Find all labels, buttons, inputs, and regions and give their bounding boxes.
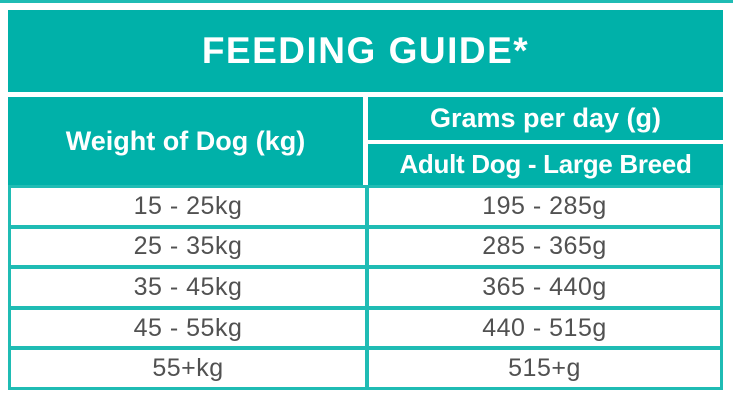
data-grid: 15 - 25kg 195 - 285g 25 - 35kg 285 - 365…: [8, 185, 723, 390]
grams-column-header-cell: Grams per day (g): [368, 97, 723, 140]
grams-cell: 515+g: [369, 350, 720, 387]
page-title: FEEDING GUIDE*: [201, 30, 530, 71]
title-banner: FEEDING GUIDE*: [8, 10, 723, 92]
weight-column-header-cell: Weight of Dog (kg): [8, 97, 363, 185]
grams-cell: 440 - 515g: [369, 309, 720, 347]
top-border-line: [0, 0, 733, 3]
weight-cell: 55+kg: [11, 350, 365, 387]
grams-cell: 195 - 285g: [369, 188, 720, 225]
grams-column-header-label: Grams per day (g): [429, 103, 662, 133]
grams-cell: 365 - 440g: [369, 269, 720, 306]
breed-subheader-label: Adult Dog - Large Breed: [399, 149, 692, 179]
grams-cell: 285 - 365g: [369, 228, 720, 266]
grams-column-header-group: Grams per day (g) Adult Dog - Large Bree…: [368, 97, 723, 185]
table-header: Weight of Dog (kg) Grams per day (g) Adu…: [8, 97, 723, 185]
weight-cell: 15 - 25kg: [11, 188, 365, 225]
weight-cell: 25 - 35kg: [11, 228, 365, 266]
breed-subheader-cell: Adult Dog - Large Breed: [368, 144, 723, 185]
weight-cell: 35 - 45kg: [11, 269, 365, 306]
weight-column-header-label: Weight of Dog (kg): [65, 125, 306, 156]
weight-cell: 45 - 55kg: [11, 309, 365, 347]
